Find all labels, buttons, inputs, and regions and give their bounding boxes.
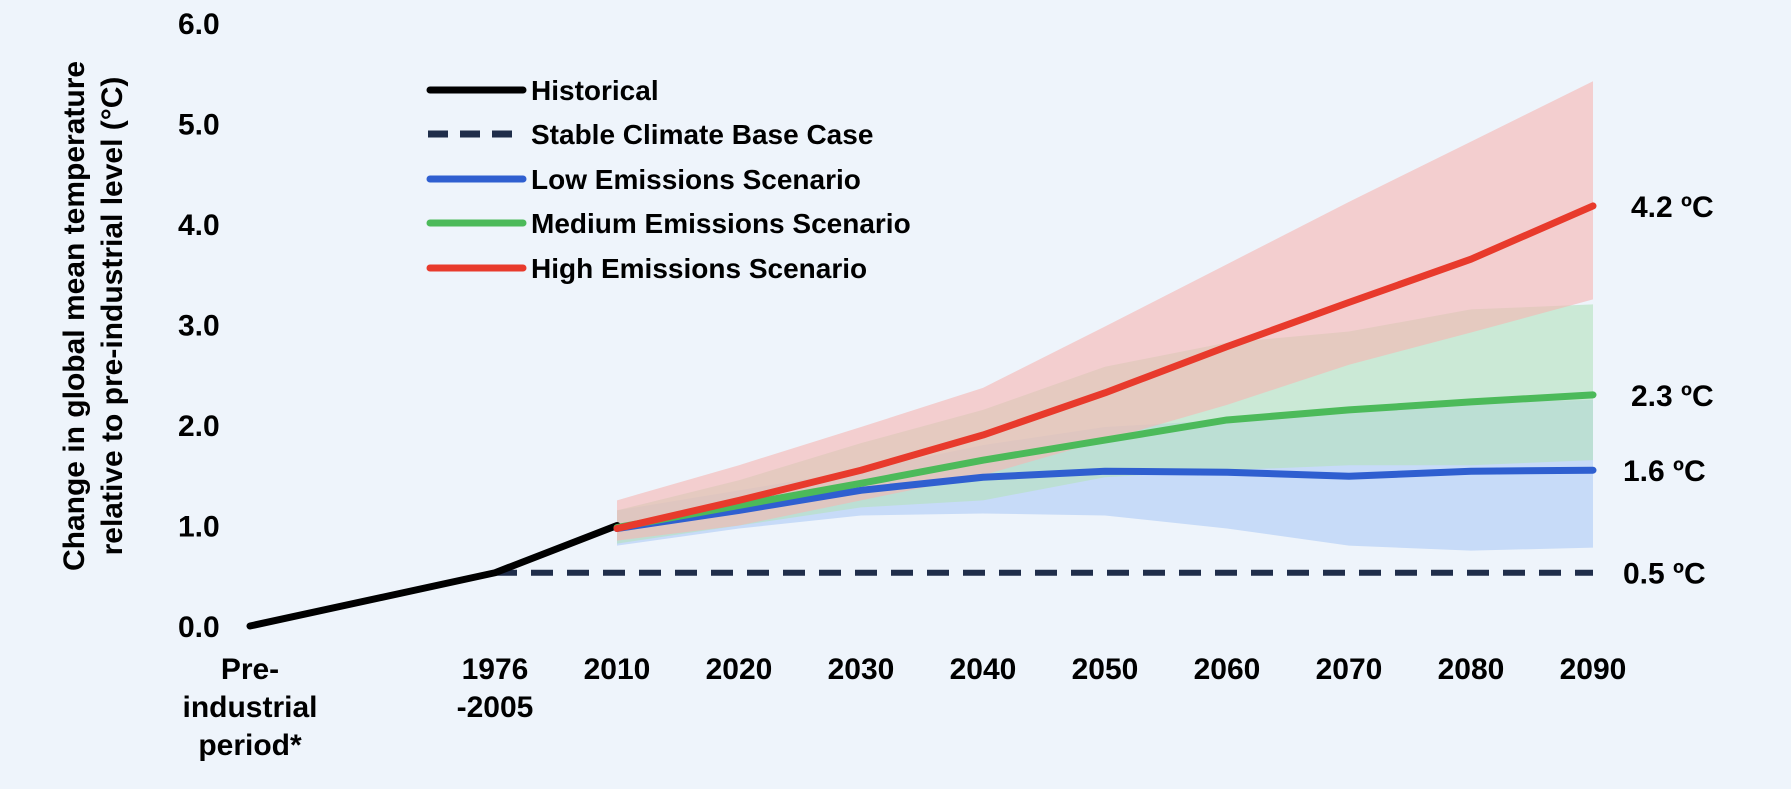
y-tick-label: 5.0 [178, 109, 220, 142]
legend-label: Stable Climate Base Case [531, 119, 873, 150]
end-labels: 0.5 ºC 1.6 ºC 2.3 ºC 4.2 ºC [1623, 191, 1714, 591]
y-tick-label: 0.0 [178, 611, 220, 644]
y-axis-title: Change in global mean temperature relativ… [58, 61, 129, 571]
x-tick-label: 2010 [584, 653, 651, 686]
uncertainty-bands [617, 81, 1593, 551]
line-high-emissions-scenario [613, 202, 1597, 533]
x-tick-label: period* [198, 729, 302, 762]
series-lines [246, 202, 1597, 630]
end-label: 4.2 ºC [1631, 191, 1714, 224]
x-axis: Pre-industrial period* 1976 -2005 2010 2020 20… [182, 653, 1626, 762]
x-tick-label: 2020 [706, 653, 773, 686]
y-tick-label: 3.0 [178, 310, 220, 343]
legend: Historical Stable Climate Base Case Low Em… [426, 75, 911, 284]
y-axis-label: Change in global mean temperature relativ… [58, 61, 129, 571]
x-tick-label: -2005 [457, 691, 534, 724]
y-tick-label: 4.0 [178, 209, 220, 242]
x-tick-label: 2080 [1438, 653, 1505, 686]
end-label: 0.5 ºC [1623, 558, 1706, 591]
line-historical [246, 522, 621, 630]
end-label: 1.6 ºC [1623, 455, 1706, 488]
y-tick-label: 6.0 [178, 8, 220, 41]
legend-label: Low Emissions Scenario [531, 164, 861, 195]
x-tick-label: 2040 [950, 653, 1017, 686]
y-tick-label: 2.0 [178, 410, 220, 443]
line-medium-emissions-scenario [613, 391, 1597, 532]
legend-label: Historical [531, 75, 659, 106]
x-tick-label: 1976 [462, 653, 529, 686]
x-tick-label: 2090 [1560, 653, 1627, 686]
legend-label: Medium Emissions Scenario [531, 208, 911, 239]
y-tick-label: 1.0 [178, 511, 220, 544]
x-tick-label: 2060 [1194, 653, 1261, 686]
y-axis-title-line: Change in global mean temperature [58, 61, 91, 571]
legend-label: High Emissions Scenario [531, 253, 867, 284]
band-high-emissions-scenario [617, 81, 1593, 541]
y-axis-title-line: relative to pre-industrial level (°C) [96, 77, 129, 556]
x-tick-label: 2050 [1072, 653, 1139, 686]
end-label: 2.3 ºC [1631, 380, 1714, 413]
x-tick-label: 2070 [1316, 653, 1383, 686]
x-tick-label: 2030 [828, 653, 895, 686]
x-tick-label: Pre- [221, 653, 279, 686]
y-axis: 0.0 1.0 2.0 3.0 4.0 5.0 6.0 [178, 8, 220, 644]
line-low-emissions-scenario [613, 466, 1597, 533]
x-tick-label: industrial [182, 691, 317, 724]
